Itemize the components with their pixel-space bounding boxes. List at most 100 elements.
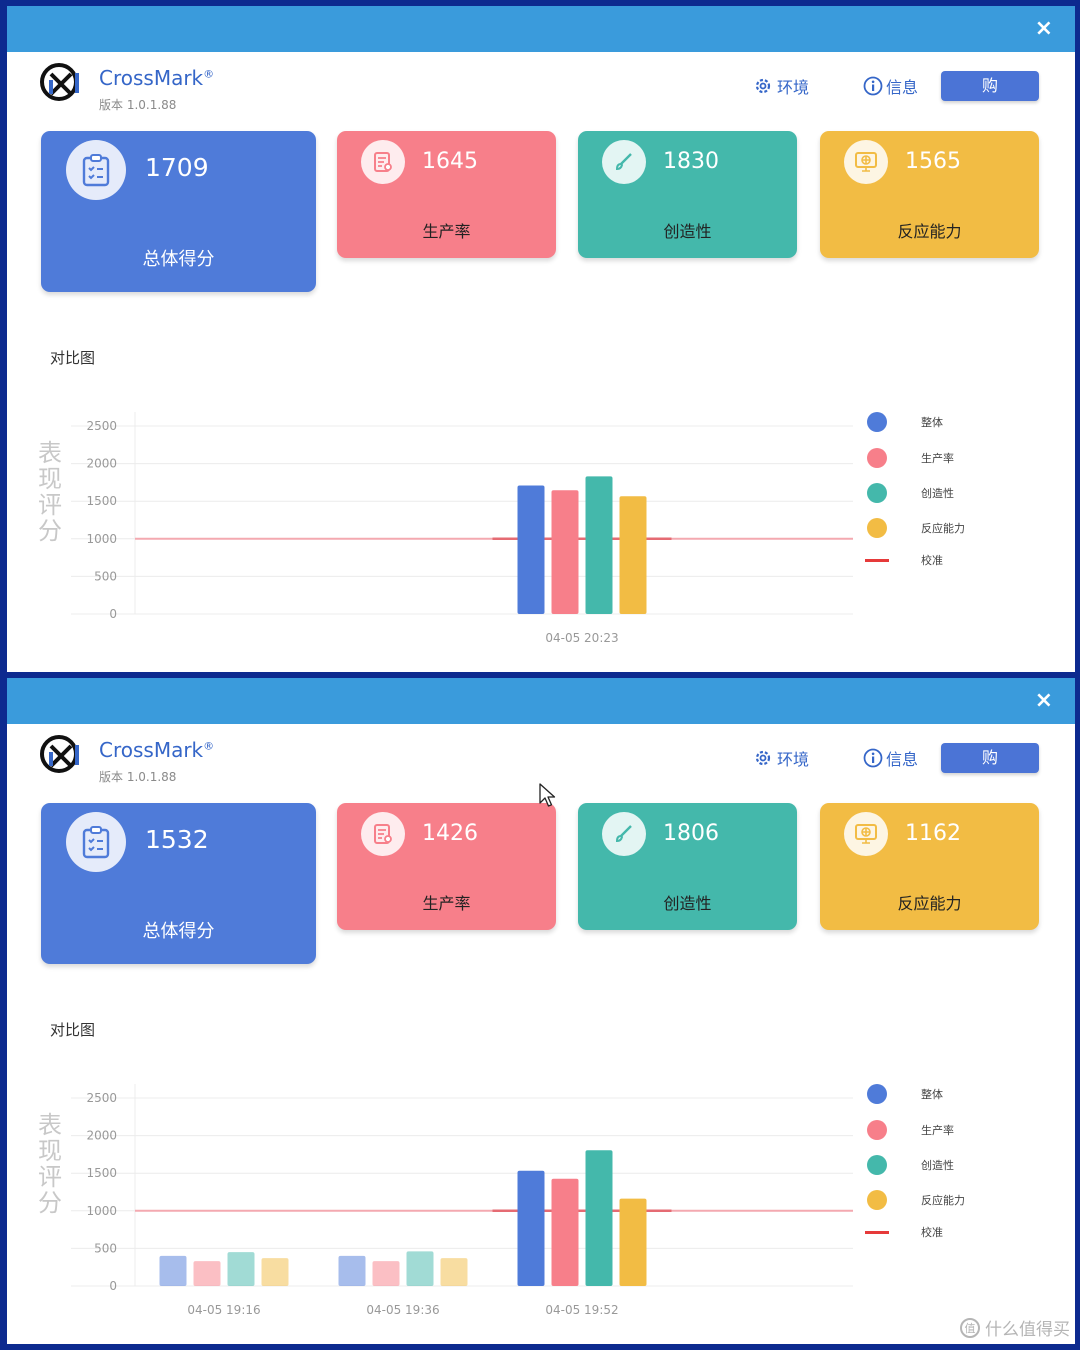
responsiveness-score-label: 反应能力 bbox=[897, 894, 962, 913]
title-bar: × bbox=[7, 6, 1075, 52]
bar-responsiveness[interactable] bbox=[440, 1258, 468, 1286]
bar-responsiveness[interactable] bbox=[619, 496, 647, 614]
close-icon[interactable]: × bbox=[1034, 16, 1053, 41]
bar-overall[interactable] bbox=[159, 1255, 187, 1286]
total-score-value: 1532 bbox=[145, 825, 209, 854]
legend-label-productivity: 生产率 bbox=[921, 1124, 954, 1137]
legend-swatch-responsiveness bbox=[867, 1190, 887, 1210]
y-tick-label: 1500 bbox=[86, 1166, 117, 1180]
creativity-score-card: 1830 创造性 bbox=[578, 131, 797, 258]
total-score-card: 1532 总体得分 bbox=[41, 803, 316, 964]
close-icon[interactable]: × bbox=[1034, 688, 1053, 713]
creativity-score-value: 1806 bbox=[663, 821, 719, 846]
comparison-chart: 表现评分 2500 2000 1500 1000 500 0 04-05 20:23 bbox=[38, 412, 853, 645]
y-tick-label: 500 bbox=[94, 1241, 117, 1255]
y-tick-label: 2000 bbox=[86, 1129, 117, 1143]
watermark-text: 什么值得买 bbox=[985, 1320, 1070, 1340]
y-tick-label: 1000 bbox=[86, 532, 117, 546]
clipboard-icon bbox=[66, 140, 126, 200]
bar-creativity[interactable] bbox=[585, 1150, 613, 1286]
creativity-score-label: 创造性 bbox=[663, 222, 712, 241]
bar-productivity[interactable] bbox=[193, 1261, 221, 1286]
creativity-score-value: 1830 bbox=[663, 149, 719, 174]
watermark: 值 什么值得买 bbox=[959, 1315, 1070, 1340]
gear-icon bbox=[755, 750, 771, 766]
bar-responsiveness[interactable] bbox=[261, 1258, 289, 1286]
legend-item-calibration: 校准 bbox=[865, 550, 943, 570]
bar-overall[interactable] bbox=[338, 1255, 366, 1286]
x-tick-label: 04-05 20:23 bbox=[545, 631, 618, 645]
environment-button[interactable]: 环境 bbox=[753, 746, 809, 770]
bar-creativity[interactable] bbox=[406, 1251, 434, 1286]
y-tick-label: 500 bbox=[94, 569, 117, 583]
environment-button[interactable]: 环境 bbox=[753, 74, 809, 98]
svg-text:值: 值 bbox=[965, 1322, 976, 1335]
legend-item-productivity: 生产率 bbox=[867, 448, 954, 468]
bar-productivity[interactable] bbox=[551, 490, 579, 614]
legend-label-overall: 整体 bbox=[921, 1088, 943, 1101]
crossmark-window-2: × CrossMark® 版本 1.0.1.88 环境 信息 购 1532 总体… bbox=[7, 678, 1075, 1344]
legend-label-calibration: 校准 bbox=[921, 554, 943, 567]
y-tick-label: 2500 bbox=[86, 1091, 117, 1105]
productivity-score-label: 生产率 bbox=[422, 894, 471, 913]
clipboard-icon bbox=[66, 812, 126, 872]
creativity-score-label: 创造性 bbox=[663, 894, 712, 913]
watermark-logo-icon: 值 bbox=[960, 1317, 980, 1338]
legend-label-overall: 整体 bbox=[921, 416, 943, 429]
legend-item-creativity: 创造性 bbox=[867, 1155, 954, 1175]
legend-item-productivity: 生产率 bbox=[867, 1120, 954, 1140]
info-button[interactable]: 信息 bbox=[863, 746, 918, 770]
crossmark-window-1: × CrossMark® 版本 1.0.1.88 环境 信息 购 1709 总体… bbox=[7, 6, 1075, 672]
comparison-title: 对比图 bbox=[50, 1021, 96, 1039]
legend-item-responsiveness: 反应能力 bbox=[867, 1190, 965, 1210]
app-name: CrossMark® bbox=[99, 738, 215, 762]
creativity-score-card: 1806 创造性 bbox=[578, 803, 797, 930]
y-tick-label: 2000 bbox=[86, 457, 117, 471]
legend-item-creativity: 创造性 bbox=[867, 483, 954, 503]
document-icon bbox=[361, 140, 405, 184]
legend-item-responsiveness: 反应能力 bbox=[867, 518, 965, 538]
buy-button[interactable]: 购 bbox=[941, 71, 1039, 101]
bar-responsiveness[interactable] bbox=[619, 1198, 647, 1286]
info-label: 信息 bbox=[886, 750, 919, 769]
y-tick-label: 0 bbox=[109, 607, 117, 621]
gear-icon bbox=[755, 78, 771, 94]
brush-icon bbox=[602, 812, 646, 856]
bar-productivity[interactable] bbox=[551, 1178, 579, 1286]
legend-swatch-creativity bbox=[867, 1155, 887, 1175]
buy-button[interactable]: 购 bbox=[941, 743, 1039, 773]
legend-label-creativity: 创造性 bbox=[921, 487, 954, 500]
bar-overall[interactable] bbox=[517, 1170, 545, 1286]
info-label: 信息 bbox=[886, 78, 919, 97]
x-tick-label: 04-05 19:36 bbox=[366, 1303, 439, 1317]
responsiveness-score-value: 1162 bbox=[905, 821, 961, 846]
y-tick-label: 1000 bbox=[86, 1204, 117, 1218]
document-icon bbox=[361, 812, 405, 856]
crossmark-logo bbox=[40, 63, 79, 101]
monitor-icon bbox=[844, 140, 888, 184]
legend-label-calibration: 校准 bbox=[921, 1226, 943, 1239]
info-icon bbox=[863, 748, 883, 768]
responsiveness-score-card: 1565 反应能力 bbox=[820, 131, 1039, 258]
legend-label-responsiveness: 反应能力 bbox=[921, 1194, 965, 1207]
productivity-score-value: 1426 bbox=[422, 821, 478, 846]
info-button[interactable]: 信息 bbox=[863, 74, 918, 98]
bar-creativity[interactable] bbox=[585, 476, 613, 614]
productivity-score-value: 1645 bbox=[422, 149, 478, 174]
app-name: CrossMark® bbox=[99, 66, 215, 90]
x-tick-label: 04-05 19:52 bbox=[545, 1303, 618, 1317]
y-tick-label: 2500 bbox=[86, 419, 117, 433]
total-score-label: 总体得分 bbox=[142, 249, 215, 270]
total-score-card: 1709 总体得分 bbox=[41, 131, 316, 292]
comparison-chart: 表现评分 2500 2000 1500 1000 500 0 04-05 19:16 04-05… bbox=[38, 1084, 853, 1317]
comparison-title: 对比图 bbox=[50, 349, 96, 367]
legend-swatch-responsiveness bbox=[867, 518, 887, 538]
responsiveness-score-value: 1565 bbox=[905, 149, 961, 174]
bar-overall[interactable] bbox=[517, 485, 545, 614]
info-icon bbox=[863, 76, 883, 96]
bar-creativity[interactable] bbox=[227, 1252, 255, 1286]
bar-productivity[interactable] bbox=[372, 1261, 400, 1286]
legend-label-productivity: 生产率 bbox=[921, 452, 954, 465]
monitor-icon bbox=[844, 812, 888, 856]
x-tick-label: 04-05 19:16 bbox=[187, 1303, 260, 1317]
